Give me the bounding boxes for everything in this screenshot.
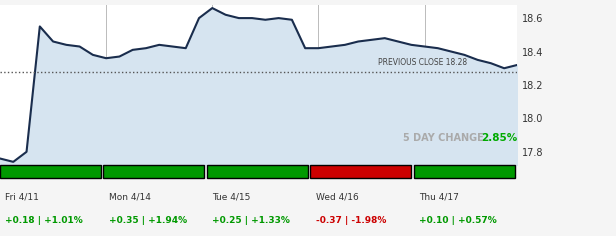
Text: Mon 4/14: Mon 4/14 — [108, 192, 150, 201]
Text: Thu 4/17: Thu 4/17 — [419, 192, 459, 201]
FancyBboxPatch shape — [310, 165, 411, 178]
FancyBboxPatch shape — [414, 165, 515, 178]
Text: +0.35 | +1.94%: +0.35 | +1.94% — [108, 216, 187, 225]
Text: -0.37 | -1.98%: -0.37 | -1.98% — [315, 216, 386, 225]
Text: PREVIOUS CLOSE 18.28: PREVIOUS CLOSE 18.28 — [378, 58, 468, 67]
FancyBboxPatch shape — [103, 165, 205, 178]
Text: Tue 4/15: Tue 4/15 — [212, 192, 251, 201]
FancyBboxPatch shape — [0, 165, 101, 178]
FancyBboxPatch shape — [207, 165, 308, 178]
Text: Fri 4/11: Fri 4/11 — [5, 192, 39, 201]
Text: Wed 4/16: Wed 4/16 — [315, 192, 359, 201]
Text: 2.85%: 2.85% — [481, 133, 517, 143]
Text: +0.10 | +0.57%: +0.10 | +0.57% — [419, 216, 497, 225]
Text: +0.18 | +1.01%: +0.18 | +1.01% — [5, 216, 83, 225]
Text: 5 DAY CHANGE: 5 DAY CHANGE — [403, 133, 491, 143]
Text: +0.25 | +1.33%: +0.25 | +1.33% — [212, 216, 290, 225]
